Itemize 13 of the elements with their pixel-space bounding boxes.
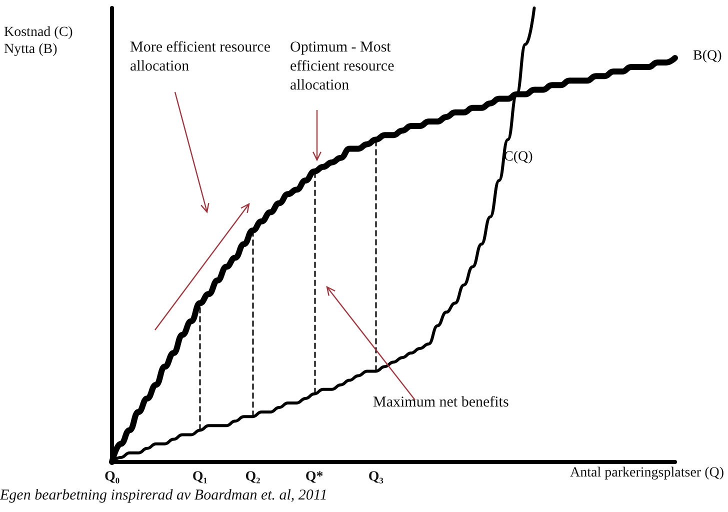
x-tick-label: Q₁ [192, 470, 208, 484]
text: Egen bearbetning inspirerad av Boardman et. al, 2011 [0, 488, 328, 504]
annotation: More efficient resource allocation [130, 40, 274, 74]
x-tick-label: Q* [305, 470, 324, 484]
annotation: Optimum - Most efficient resource allocation [290, 40, 398, 94]
series-label: C(Q) [504, 150, 534, 164]
x-tick-label: Q₂ [245, 470, 260, 484]
y-axis-title: Kostnad (C) Nytta (B) [4, 25, 74, 57]
x-tick-label: Q₃ [368, 470, 384, 484]
annotation: Maximum net benefits [373, 394, 509, 410]
x-tick-label: Q₀ [104, 470, 120, 484]
series-label: B(Q) [693, 48, 722, 64]
x-axis-title: Antal parkeringsplatser (Q) [570, 466, 724, 480]
